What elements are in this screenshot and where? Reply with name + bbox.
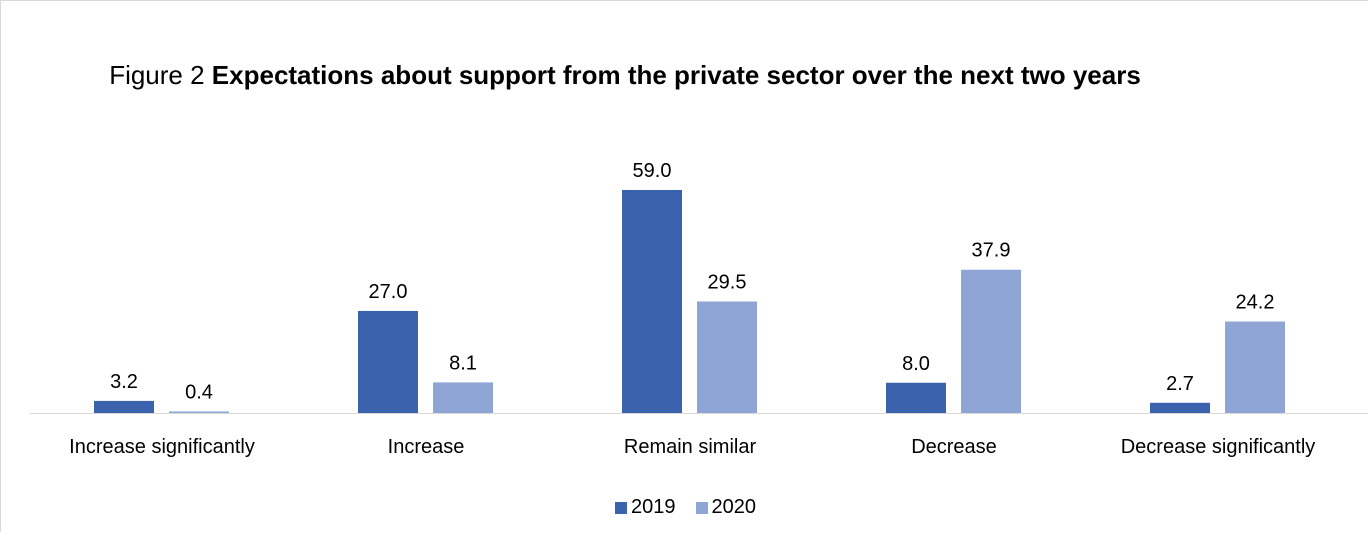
data-label-2020-1: 8.1 [449, 352, 477, 374]
bar-2020-4 [1225, 321, 1285, 413]
data-label-2019-4: 2.7 [1166, 373, 1194, 395]
legend-label-2019: 2019 [631, 496, 676, 518]
category-label-0: Increase significantly [69, 436, 255, 458]
bar-2020-1 [433, 382, 493, 413]
bar-2019-1 [358, 310, 418, 413]
bar-2019-0 [94, 400, 154, 413]
legend-item-2019: 2019 [615, 496, 676, 519]
legend-item-2020: 2020 [695, 496, 757, 519]
bar-2019-3 [886, 382, 946, 413]
category-label-4: Decrease significantly [1121, 436, 1316, 458]
legend: 2019 2020 [0, 496, 1371, 519]
legend-label-2020: 2020 [711, 496, 757, 518]
data-label-2020-3: 37.9 [972, 240, 1011, 262]
chart-title: Figure 2 Expectations about support from… [60, 60, 1190, 90]
data-label-2020-4: 24.2 [1236, 292, 1275, 314]
legend-swatch-2020 [695, 501, 708, 514]
chart-title-main: Expectations about support from the priv… [211, 60, 1141, 90]
data-label-2019-3: 8.0 [902, 353, 930, 375]
category-label-3: Decrease [911, 436, 997, 458]
data-label-2019-2: 59.0 [633, 160, 672, 182]
bar-2019-2 [622, 189, 682, 413]
bar-2019-4 [1150, 402, 1210, 413]
category-label-2: Remain similar [624, 436, 757, 458]
data-label-2019-0: 3.2 [110, 371, 138, 393]
data-label-2020-2: 29.5 [708, 271, 747, 293]
bar-2020-3 [961, 269, 1021, 413]
bar-2020-2 [697, 301, 757, 413]
category-label-1: Increase [388, 436, 465, 458]
data-label-2020-0: 0.4 [185, 381, 213, 403]
bar-2020-0 [169, 411, 229, 413]
data-label-2019-1: 27.0 [369, 281, 408, 303]
legend-swatch-2019 [615, 501, 627, 514]
chart-title-prefix: Figure 2 [109, 60, 212, 90]
